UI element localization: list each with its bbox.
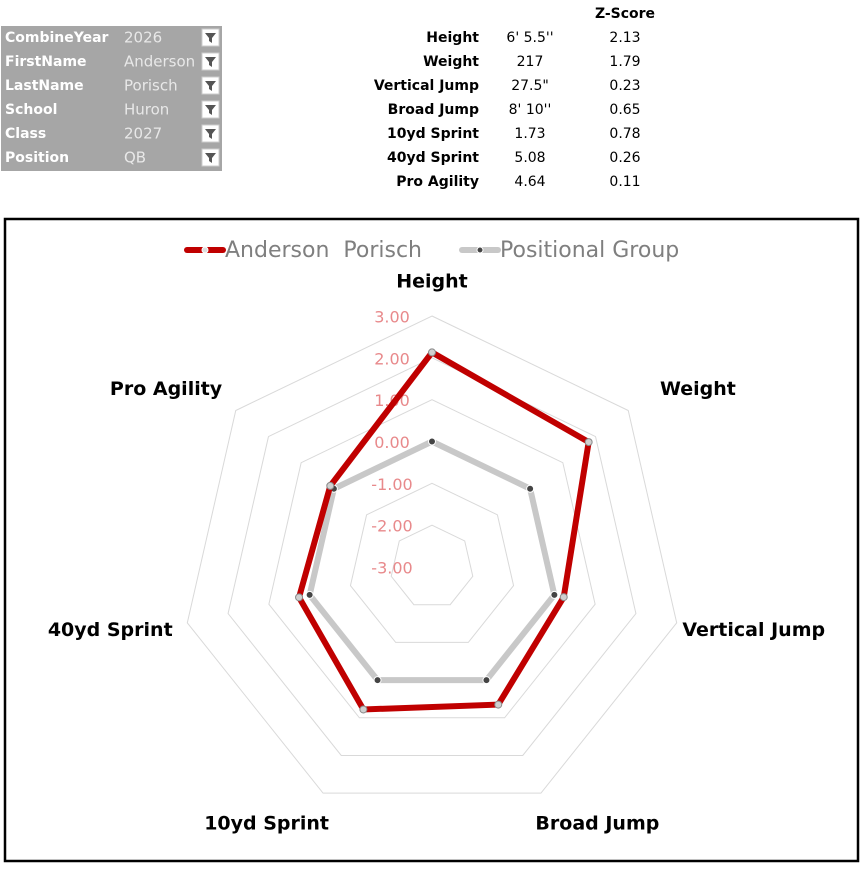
row-label: Pro Agility	[396, 174, 479, 190]
filter-icon	[205, 105, 216, 115]
category-label: Pro Agility	[110, 378, 223, 400]
grid-ring	[390, 524, 474, 606]
tick-label: 3.00	[374, 308, 410, 327]
data-point	[428, 437, 436, 446]
row-value: 27.5"	[511, 78, 549, 94]
filter-icon	[205, 129, 216, 139]
category-label: Broad Jump	[535, 812, 659, 834]
grid-ring	[186, 315, 678, 794]
filter-value: 2027	[124, 125, 162, 143]
tick-label: -3.00	[371, 559, 412, 578]
filter-icon	[205, 81, 216, 91]
filter-icon	[205, 57, 216, 67]
filter-label: FirstName	[5, 54, 87, 70]
row-zscore: 0.78	[609, 126, 640, 142]
table-header: Z-Score	[595, 6, 655, 22]
data-point	[550, 590, 559, 599]
filter-icon	[205, 33, 216, 43]
tick-label: -2.00	[371, 517, 412, 536]
filter-label: LastName	[5, 78, 84, 94]
category-label: Vertical Jump	[682, 619, 825, 641]
row-label: 10yd Sprint	[387, 126, 479, 142]
chart-frame	[3, 217, 860, 863]
data-point	[584, 438, 593, 447]
filter-value: 2026	[124, 29, 162, 47]
filter-panel	[1, 26, 222, 171]
row-value: 217	[517, 54, 544, 70]
series-line	[295, 348, 592, 713]
data-point	[428, 348, 436, 357]
row-zscore: 0.26	[609, 150, 640, 166]
category-label: 10yd Sprint	[204, 812, 329, 834]
row-zscore: 0.65	[609, 102, 640, 118]
tick-label: 0.00	[374, 433, 410, 452]
filter-value: Porisch	[124, 77, 178, 95]
grid-ring	[227, 357, 637, 756]
filter-value: Anderson	[124, 53, 195, 71]
row-value: 4.64	[514, 174, 545, 190]
row-label: Broad Jump	[388, 102, 479, 118]
category-label: Height	[396, 271, 468, 293]
row-label: Height	[426, 30, 479, 46]
data-point	[305, 590, 314, 599]
row-value: 1.73	[514, 126, 545, 142]
data-point	[559, 593, 568, 602]
data-point	[526, 484, 535, 493]
filter-label: Position	[5, 150, 69, 166]
row-zscore: 0.23	[609, 78, 640, 94]
legend-marker	[201, 246, 209, 254]
data-point	[373, 676, 382, 685]
row-zscore: 0.11	[609, 174, 640, 190]
data-point	[482, 676, 491, 685]
filter-label: CombineYear	[5, 30, 109, 46]
filter-value: QB	[124, 149, 146, 167]
category-label: Weight	[660, 378, 736, 400]
data-point	[359, 705, 368, 714]
filter-label: Class	[5, 126, 46, 142]
row-label: Vertical Jump	[374, 78, 479, 94]
legend-label: Anderson Porisch	[225, 238, 422, 263]
legend-label: Positional Group	[500, 238, 679, 263]
row-value: 5.08	[514, 150, 545, 166]
filter-value: Huron	[124, 101, 169, 119]
data-point	[494, 700, 503, 709]
filter-icon	[205, 153, 216, 163]
row-value: 6' 5.5''	[506, 30, 553, 46]
row-zscore: 1.79	[609, 54, 640, 70]
data-point	[295, 593, 304, 602]
category-label: 40yd Sprint	[48, 619, 173, 641]
tick-label: -1.00	[371, 475, 412, 494]
series-line	[306, 438, 558, 684]
legend-marker	[476, 246, 484, 254]
grid-ring	[349, 482, 515, 643]
tick-label: 2.00	[374, 349, 410, 368]
filter-label: School	[5, 102, 57, 118]
row-label: Weight	[423, 54, 479, 70]
row-value: 8' 10''	[509, 102, 552, 118]
row-label: 40yd Sprint	[387, 150, 479, 166]
row-zscore: 2.13	[609, 30, 640, 46]
grid-ring	[268, 399, 596, 719]
data-point	[326, 481, 335, 490]
